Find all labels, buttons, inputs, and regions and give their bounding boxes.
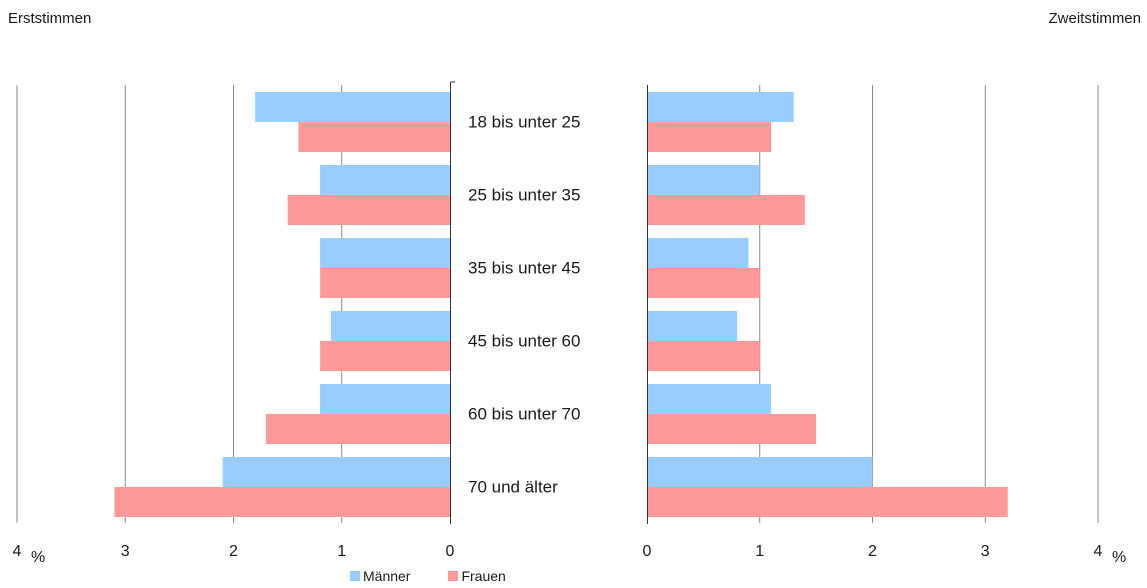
zweitstimmen-bar-frauen (647, 195, 805, 225)
zweitstimmen-bar-maenner (647, 457, 873, 487)
zweitstimmen-tick-label: 2 (868, 543, 877, 560)
chart-legend: Männer Frauen (350, 568, 506, 584)
erststimmen-bar-maenner (320, 165, 450, 195)
zweitstimmen-tick-label: 3 (981, 543, 990, 560)
erststimmen-tick-label: 0 (446, 543, 455, 560)
erststimmen-bar-frauen (320, 341, 450, 371)
erststimmen-bar-frauen (114, 487, 451, 517)
zweitstimmen-bar-maenner (647, 92, 794, 122)
erststimmen-bar-maenner (320, 384, 450, 414)
zweitstimmen-tick-label: 4 (1094, 543, 1103, 560)
zweitstimmen-bar-maenner (647, 165, 760, 195)
erststimmen-bar-maenner (330, 311, 450, 341)
legend-label-frauen: Frauen (461, 568, 506, 584)
erststimmen-bar-maenner (222, 457, 450, 487)
legend-swatch-maenner (350, 571, 360, 581)
category-label: 18 bis unter 25 (468, 113, 580, 132)
erststimmen-bar-maenner (320, 238, 450, 268)
erststimmen-bar-frauen (287, 195, 450, 225)
zweitstimmen-unit-label: % (1112, 549, 1126, 566)
erststimmen-unit-label: % (31, 549, 45, 566)
right-panel-title: Zweitstimmen (1048, 10, 1141, 27)
erststimmen-bar-maenner (255, 92, 450, 122)
erststimmen-tick-label: 2 (229, 543, 238, 560)
category-label: 70 und älter (468, 478, 558, 497)
erststimmen-tick-label: 3 (121, 543, 130, 560)
zweitstimmen-bar-frauen (647, 414, 817, 444)
zweitstimmen-bar-frauen (647, 268, 760, 298)
zweitstimmen-bar-maenner (647, 238, 749, 268)
zweitstimmen-bar-frauen (647, 487, 1008, 517)
zweitstimmen-tick-label: 1 (755, 543, 764, 560)
erststimmen-bar-frauen (320, 268, 450, 298)
left-panel-title: Erststimmen (8, 10, 92, 27)
zweitstimmen-bar-maenner (647, 384, 772, 414)
zweitstimmen-tick-label: 0 (643, 543, 652, 560)
category-label: 60 bis unter 70 (468, 405, 580, 424)
category-label: 25 bis unter 35 (468, 186, 580, 205)
erststimmen-bar-frauen (298, 122, 450, 152)
zweitstimmen-bar-maenner (647, 311, 738, 341)
legend-swatch-frauen (448, 571, 459, 581)
category-label: 45 bis unter 60 (468, 332, 580, 351)
legend-label-maenner: Männer (363, 568, 411, 584)
zweitstimmen-bar-frauen (647, 122, 772, 152)
erststimmen-tick-label: 4 (13, 543, 22, 560)
category-label: 35 bis unter 45 (468, 259, 580, 278)
legend-item-maenner: Männer (350, 568, 410, 584)
legend-item-frauen: Frauen (448, 568, 506, 584)
zweitstimmen-bar-frauen (647, 341, 760, 371)
erststimmen-bar-frauen (265, 414, 450, 444)
erststimmen-tick-label: 1 (337, 543, 346, 560)
